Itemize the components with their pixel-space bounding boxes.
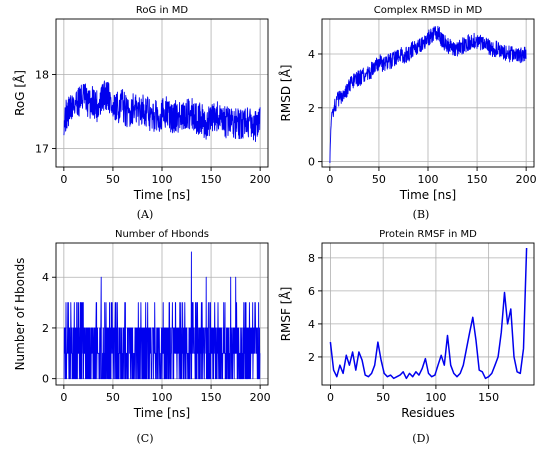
panel-label-d: (D) [412, 432, 430, 445]
chart-title: Protein RMSF in MD [379, 229, 477, 240]
x-tick-label: 200 [250, 391, 271, 404]
x-tick-label: 150 [478, 391, 499, 404]
x-tick-label: 200 [516, 173, 537, 186]
y-tick-label: 0 [308, 156, 315, 169]
panel-label-c: (C) [136, 432, 154, 445]
series-line [329, 247, 528, 380]
y-tick-label: 8 [308, 252, 315, 265]
x-tick-label: 0 [60, 173, 67, 186]
series-line [63, 80, 261, 142]
chart-panel-2: Number of Hbonds 0 50 100 150 200 0 2 4 Time [ns]… [13, 229, 271, 420]
y-tick-label: 18 [35, 69, 49, 82]
panel-label-a: (A) [136, 208, 154, 221]
x-tick-label: 100 [418, 173, 439, 186]
chart-panel-1: Complex RMSD in MD 0 50 100 150 200 0 2 4 Time [n… [278, 5, 537, 202]
y-tick-label: 2 [308, 102, 315, 115]
x-axis-label: Time [ns] [399, 188, 456, 202]
x-tick-label: 100 [152, 173, 173, 186]
y-tick-label: 0 [42, 373, 49, 386]
x-tick-label: 150 [201, 391, 222, 404]
x-tick-label: 50 [372, 173, 386, 186]
x-tick-label: 0 [60, 391, 67, 404]
x-tick-label: 100 [152, 391, 173, 404]
series-line [63, 251, 261, 380]
y-tick-label: 4 [308, 318, 315, 331]
x-tick-label: 150 [201, 173, 222, 186]
y-tick-label: 6 [308, 285, 315, 298]
x-tick-label: 0 [326, 173, 333, 186]
x-axis-label: Time [ns] [133, 188, 190, 202]
x-tick-label: 200 [250, 173, 271, 186]
x-axis-label: Residues [401, 406, 455, 420]
y-axis-label: RoG [Å] [12, 70, 27, 116]
chart-panel-0: RoG in MD 0 50 100 150 200 17 18 Time [ns] RoG [Å… [12, 5, 271, 202]
x-tick-label: 50 [106, 391, 120, 404]
y-tick-label: 17 [35, 143, 49, 156]
panel-label-b: (B) [412, 208, 430, 221]
y-axis-label: RMSF [Å] [278, 287, 293, 342]
x-tick-label: 100 [425, 391, 446, 404]
x-tick-label: 150 [467, 173, 488, 186]
chart-title: Number of Hbonds [115, 229, 209, 240]
x-tick-label: 50 [106, 173, 120, 186]
y-axis-label: Number of Hbonds [13, 258, 27, 371]
plot-frame [321, 242, 535, 386]
x-tick-label: 0 [327, 391, 334, 404]
chart-title: Complex RMSD in MD [374, 5, 483, 16]
y-tick-label: 2 [308, 351, 315, 364]
y-tick-label: 4 [308, 48, 315, 61]
y-axis-label: RMSD [Å] [278, 65, 293, 122]
y-tick-label: 4 [42, 271, 49, 284]
x-tick-label: 50 [376, 391, 390, 404]
series-line [329, 25, 527, 164]
chart-title: RoG in MD [136, 5, 188, 16]
chart-panel-3: Protein RMSF in MD 0 50 100 150 2 4 6 8 Residues R… [278, 229, 535, 420]
x-axis-label: Time [ns] [133, 406, 190, 420]
y-tick-label: 2 [42, 322, 49, 335]
